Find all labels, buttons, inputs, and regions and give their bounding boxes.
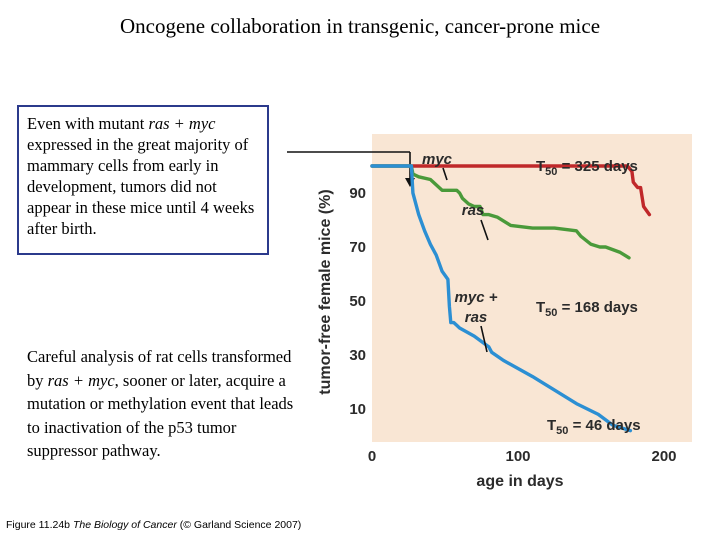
text-box-early-tumors: Even with mutant ras + myc expressed in … [17,105,269,255]
t50-value: = 325 days [557,158,637,175]
paragraph-p53: Careful analysis of rat cells transforme… [27,345,297,463]
curve-label-pointer-3 [480,325,488,353]
curve-label-3: ras [465,309,488,326]
curve-label-2: myc + [455,289,498,306]
para2-part-2: , sooner or later, acquire a mutation or… [27,370,294,461]
box-text-part-1: Even with mutant [27,114,149,133]
y-tick-label-50: 50 [349,293,366,310]
curve-label-pointer-1 [480,219,489,241]
y-tick-label-30: 30 [349,347,366,364]
x-tick-label-200: 200 [651,448,676,465]
t50-prefix: T [536,299,545,316]
t50-label-2: T50 = 46 days [547,417,641,437]
curve-label-pointer-0 [442,167,448,181]
box-text-genes: ras + myc [148,114,216,133]
x-tick-label-0: 0 [368,448,376,465]
y-axis-label: tumor-free female mice (%) [317,189,334,394]
x-axis-label: age in days [476,473,563,490]
t50-label-0: T50 = 325 days [536,158,638,178]
caption-suffix: (© Garland Science 2007) [176,519,302,531]
t50-subscript: 50 [545,166,557,178]
t50-prefix: T [547,417,556,434]
series-line-myc-ras [370,164,633,433]
t50-label-1: T50 = 168 days [536,299,638,319]
para2-genes: ras + myc [47,370,115,390]
box-text-part-2: expressed in the great majority of mamma… [27,135,255,238]
curve-label-0: myc [422,151,453,168]
t50-subscript: 50 [556,425,568,437]
slide-title: Oncogene collaboration in transgenic, ca… [119,14,601,38]
y-tick-label-70: 70 [349,239,366,256]
x-tick-label-100: 100 [505,448,530,465]
t50-value: = 168 days [557,299,637,316]
para2-part-1: Careful analysis of rat cells transforme… [27,347,292,390]
y-tick-label-90: 90 [349,185,366,202]
curve-label-1: ras [462,202,485,219]
caption-prefix: Figure 11.24b [6,519,73,531]
t50-prefix: T [536,158,545,175]
y-tick-label-10: 10 [349,401,366,418]
series-line-myc [370,164,652,217]
figure-caption: Figure 11.24b The Biology of Cancer (© G… [6,519,301,531]
chart-panel-background [372,134,692,442]
caption-book-title: The Biology of Cancer [72,519,177,531]
t50-value: = 46 days [568,417,640,434]
t50-subscript: 50 [545,307,557,319]
series-line-ras [370,164,631,260]
